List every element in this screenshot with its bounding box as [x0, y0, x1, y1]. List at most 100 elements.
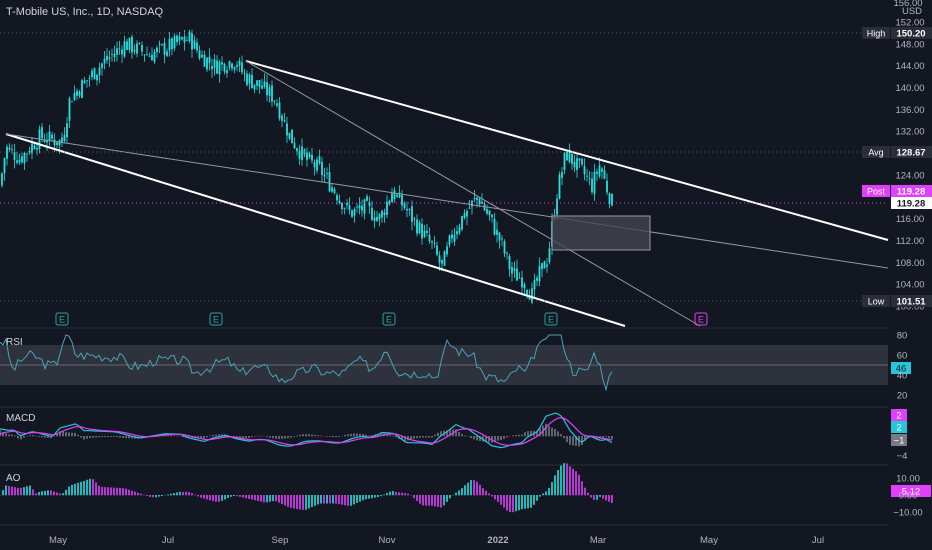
macd-histogram-bar	[449, 429, 451, 437]
ao-bar	[128, 489, 130, 496]
macd-histogram-bar	[545, 423, 547, 437]
ao-bar	[197, 495, 199, 497]
candle-body	[323, 174, 326, 177]
ao-bar	[497, 495, 499, 502]
candle-body	[376, 216, 378, 222]
macd-histogram-bar	[251, 436, 253, 438]
ao-bar	[317, 495, 319, 505]
candle-body	[543, 261, 546, 269]
candle-body	[156, 47, 158, 53]
macd-line	[0, 412, 613, 449]
candle-body	[451, 234, 453, 239]
candle-body	[536, 277, 538, 281]
candle-body	[233, 67, 236, 70]
candle-body	[373, 217, 376, 222]
ao-bar	[611, 495, 613, 503]
candle-body	[136, 43, 138, 54]
macd-histogram-bar	[518, 434, 520, 437]
ao-bar	[377, 495, 379, 498]
macd-histogram-bar	[446, 430, 448, 437]
macd-histogram-bar	[524, 432, 526, 437]
macd-histogram-bar	[113, 436, 115, 437]
ao-bar	[560, 465, 562, 496]
rsi-line	[0, 334, 613, 392]
candle-body	[441, 259, 443, 264]
candle-body	[3, 158, 6, 174]
ao-bar	[56, 492, 58, 496]
macd-histogram-bar	[206, 436, 208, 438]
candle-body	[398, 192, 401, 198]
ao-bar	[182, 491, 184, 496]
candle-body	[318, 156, 321, 164]
ao-bar	[518, 495, 520, 511]
macd-histogram-bar	[59, 431, 61, 437]
ao-value: 5.12	[902, 487, 921, 498]
candle-body	[563, 152, 566, 171]
ao-bar	[350, 495, 352, 506]
macd-histogram-bar	[344, 434, 346, 437]
ao-tick-label: 10.00	[896, 474, 920, 485]
ao-bar	[266, 495, 268, 503]
macd-histogram-bar	[92, 436, 94, 438]
ao-bar	[71, 484, 73, 496]
macd-histogram-bar	[41, 436, 43, 438]
candle-body	[168, 38, 171, 51]
ao-title: AO	[6, 473, 21, 484]
candle-body	[276, 103, 278, 106]
ao-bar	[41, 491, 43, 496]
macd-histogram-bar	[458, 431, 460, 437]
candle-body	[176, 35, 178, 43]
macd-histogram-bar	[548, 426, 550, 437]
ao-bar	[527, 495, 529, 509]
candle-body	[471, 200, 473, 207]
macd-histogram-bar	[464, 435, 466, 437]
macd-histogram-bar	[176, 435, 178, 437]
ao-bar	[386, 493, 388, 496]
macd-histogram-bar	[560, 434, 562, 437]
marker-value: 150.20	[896, 29, 925, 40]
candle-body	[308, 153, 311, 158]
ao-bar	[416, 495, 418, 501]
macd-histogram-bar	[248, 436, 250, 438]
ao-bar	[533, 495, 535, 505]
channel-upper-line	[245, 60, 889, 241]
candle-body	[131, 36, 133, 53]
ao-bar	[200, 495, 202, 498]
candle-body	[138, 42, 141, 44]
macd-histogram-bar	[167, 435, 169, 437]
candle-body	[421, 223, 423, 239]
macd-histogram-bar	[272, 436, 274, 439]
marker-value-box	[891, 146, 932, 158]
macd-histogram-bar	[47, 436, 49, 439]
ao-bar	[530, 495, 532, 508]
macd-histogram-bar	[608, 436, 610, 439]
macd-histogram-bar	[521, 434, 523, 437]
ao-bar	[236, 495, 238, 497]
candle-body	[343, 208, 346, 209]
price-tick-label: 148.00	[895, 39, 924, 50]
macd-histogram-bar	[23, 436, 25, 438]
candle-body	[436, 245, 438, 255]
candle-body	[416, 219, 418, 234]
ao-bar	[419, 495, 421, 504]
candle-body	[388, 200, 391, 205]
ao-bar	[110, 487, 112, 496]
candle-body	[473, 198, 476, 200]
ao-bar	[185, 491, 187, 496]
ao-bar	[392, 491, 394, 496]
candle-body	[6, 146, 8, 159]
ao-bar	[431, 495, 433, 506]
ao-bar	[467, 482, 469, 496]
macd-histogram-bar	[371, 435, 373, 437]
ao-bar	[50, 490, 52, 496]
candle-body	[356, 206, 358, 208]
macd-histogram-bar	[302, 434, 304, 437]
candle-body	[21, 156, 23, 163]
marker-label: Low	[868, 297, 885, 307]
marker-value-box	[891, 295, 932, 307]
macd-histogram-bar	[125, 436, 127, 439]
candle-body	[243, 72, 246, 74]
macd-title: MACD	[6, 413, 35, 424]
ao-bar	[248, 495, 250, 499]
macd-histogram-bar	[218, 434, 220, 437]
